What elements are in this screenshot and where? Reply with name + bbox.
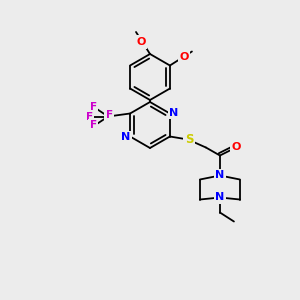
Text: O: O	[136, 37, 146, 47]
Text: O: O	[179, 52, 189, 62]
Text: F: F	[85, 112, 93, 122]
Text: N: N	[122, 133, 131, 142]
Text: F: F	[89, 103, 97, 112]
Text: F: F	[106, 110, 112, 119]
Text: N: N	[169, 107, 178, 118]
Text: N: N	[215, 193, 224, 202]
Text: S: S	[185, 133, 193, 146]
Text: N: N	[215, 170, 224, 181]
Text: F: F	[89, 121, 97, 130]
Text: O: O	[231, 142, 241, 152]
